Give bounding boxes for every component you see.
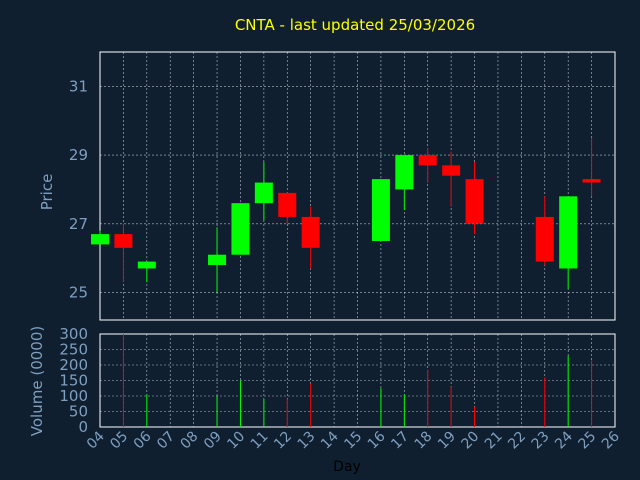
candle-body [442,165,461,176]
candle-body [114,234,133,248]
candle-body [371,179,390,241]
volume-tick-label: 300 [59,325,88,343]
candle-body [559,196,578,269]
volume-tick-label: 250 [59,341,88,359]
x-tick-label: 07 [154,429,178,453]
x-tick-label: 11 [248,429,272,453]
x-tick-label: 14 [318,428,342,452]
volume-tick-label: 150 [59,372,88,390]
price-tick-label: 29 [69,146,88,164]
x-tick-label: 12 [271,429,295,453]
x-tick-label: 20 [458,429,482,453]
price-tick-label: 31 [69,77,88,95]
x-tick-label: 15 [341,429,365,453]
candle-body [418,155,437,166]
candle-body [301,216,320,248]
candle-body [278,192,297,217]
x-tick-label: 09 [201,429,225,453]
x-tick-label: 10 [224,429,248,453]
candle-body [208,254,227,266]
x-tick-label: 23 [529,429,553,453]
x-tick-label: 26 [599,428,623,452]
x-tick-label: 18 [412,429,436,453]
candle-body [231,203,250,255]
volume-tick-label: 100 [59,387,88,405]
candle-body [91,234,109,245]
volume-tick-label: 200 [59,356,88,374]
x-tick-label: 08 [178,429,202,453]
candle-body [137,261,156,269]
volume-tick-label: 50 [69,403,88,421]
x-tick-label: 22 [505,429,529,453]
x-tick-label: 06 [131,428,155,452]
candle-body [465,179,484,224]
x-tick-label: 21 [482,429,506,453]
candle-body [395,155,414,190]
price-tick-label: 25 [69,284,88,302]
price-axis-label: Price [38,174,56,211]
x-tick-label: 24 [552,428,576,452]
x-tick-label: 17 [388,429,412,453]
x-tick-label: 19 [435,429,459,453]
x-tick-label: 16 [365,428,389,452]
volume-panel: 04 05 06 07 08 09 10 11 12 13 14 15 16 17 18 19 20 21 22 23… [59,325,623,452]
chart-title: CNTA - last updated 25/03/2026 [235,16,475,34]
price-tick-label: 27 [69,215,88,233]
x-tick-label: 05 [107,429,131,453]
candle-body [254,182,273,204]
x-tick-label: 13 [295,429,319,453]
candle-body [582,179,601,183]
x-axis-label: Day [333,459,361,475]
volume-axis-label: Volume (0000) [28,326,46,436]
volume-tick-label: 0 [78,418,88,436]
price-panel: 25 27 29 31 [69,51,616,321]
candle-body [535,216,554,262]
x-tick-label: 25 [575,429,599,453]
